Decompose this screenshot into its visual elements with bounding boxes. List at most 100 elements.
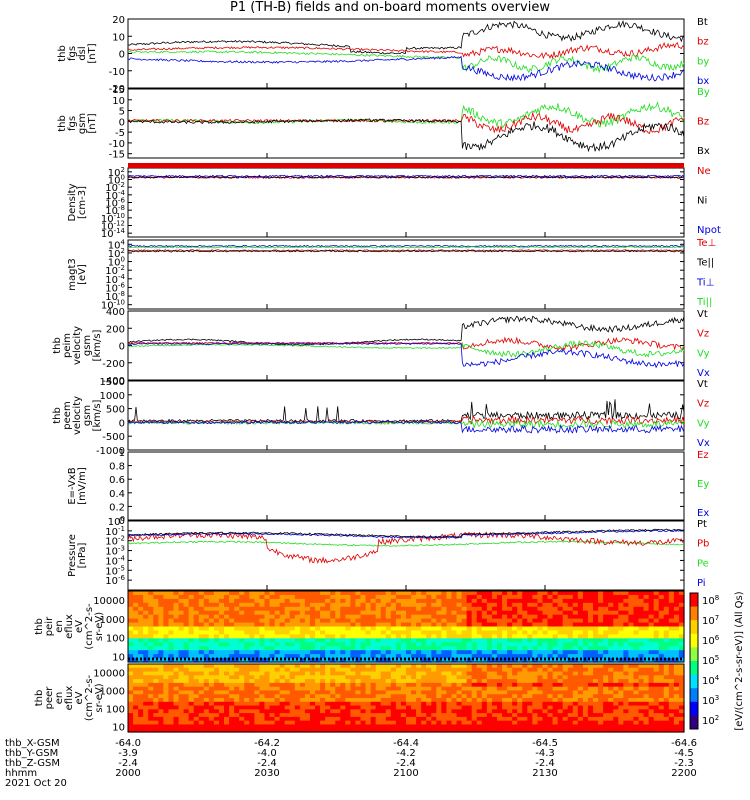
spectrogram-cell [441,675,448,680]
spectrogram-cell [183,701,190,707]
series-line [127,531,685,564]
legend-entry: bx [697,76,709,87]
spectrogram-cell [133,728,139,733]
spectrogram-cell [471,690,478,695]
spectrogram-cell [532,594,539,600]
spectrogram-cell [502,610,508,616]
spectrogram-cell [537,724,544,729]
spectrogram-cell [446,614,453,620]
spectrogram-cell [274,686,281,692]
spectrogram-cell [163,682,170,688]
spectrogram-cell [259,630,266,635]
spectrogram-cell [224,594,230,600]
spectrogram-cell [249,598,255,604]
spectrogram-cell [193,654,200,659]
spectrogram-cell [138,690,144,695]
spectrogram-cell [299,614,306,620]
spectrogram-cell [218,713,225,718]
spectrogram-cell [208,686,215,692]
spectrogram-cell [168,724,175,729]
spectrogram-cell [431,598,437,604]
spectrogram-cell [678,698,685,703]
spectrogram-cell [133,682,139,688]
spectrogram-cell [613,598,619,604]
spectrogram-cell [421,634,427,639]
spectrogram-cell [375,713,382,718]
spectrogram-cell [213,701,220,707]
spectrogram-cell [400,626,407,632]
spectrogram-cell [173,720,180,726]
spectrogram-cell [133,638,139,643]
spectrogram-cell [496,664,503,669]
spectrogram-cell [613,679,619,684]
spectrogram-cell [557,606,564,612]
spectrogram-cell [618,694,624,699]
x-tick-label: -2.4 [257,758,277,769]
spectrogram-cell [340,638,346,643]
spectrogram-cell [213,606,220,612]
spectrogram-cell [158,646,164,651]
spectrogram-cell [395,679,402,684]
spectrogram-cell [517,626,523,632]
spectrogram-cell [527,724,533,729]
spectrogram-cell [537,705,544,710]
spectrogram-cell [315,679,321,684]
spectrogram-cell [613,602,619,608]
spectrogram-cell [481,610,488,616]
spectrogram-cell [385,614,392,620]
tick-label: 10-6 [105,574,125,587]
spectrogram-cell [279,650,286,655]
spectrogram-cell [143,638,149,643]
spectrogram-cell [234,679,240,684]
spectrogram-cell [365,686,372,692]
spectrogram-cell [198,720,205,726]
spectrogram-cell [269,642,276,647]
spectrogram-cell [496,650,503,655]
spectrogram-cell [315,728,321,733]
spectrogram-cell [421,667,427,673]
spectrogram-cell [315,686,321,692]
spectrogram-cell [133,602,139,608]
spectrogram-cell [673,720,680,726]
spectrogram-cell [244,705,250,710]
spectrogram-cell [678,667,685,673]
spectrogram-cell [360,610,367,616]
spectrogram-cell [446,654,453,659]
spectrogram-cell [466,618,473,624]
spectrogram-cell [436,682,442,688]
spectrogram-cell [385,642,392,647]
spectrogram-cell [163,701,170,707]
spectrogram-cell [355,694,362,699]
spectrogram-cell [431,626,437,632]
spectrogram-cell [486,594,493,600]
spectrogram-cell [163,705,170,710]
spectrogram-cell [648,667,655,673]
spectrogram-cell [229,664,235,669]
spectrogram-cell [173,679,180,684]
spectrogram-cell [244,630,250,635]
spectrogram-cell [360,713,367,718]
spectrogram-cell [269,654,276,659]
spectrogram-cell [441,682,448,688]
spectrogram-cell [572,724,579,729]
spectrogram-cell [183,686,190,692]
spectrogram-cell [400,602,407,608]
spectrogram-cell [431,679,437,684]
spectrogram-cell [163,690,170,695]
spectrogram-cell [183,728,190,733]
spectrogram-cell [239,642,245,647]
spectrogram-cell [284,720,291,726]
spectrogram-cell [254,698,261,703]
spectrogram-cell [638,724,645,729]
spectrogram-cell [537,634,544,639]
spectrogram-cell [375,638,382,643]
spectrogram-cell [557,698,564,703]
spectrogram-cell [623,638,629,643]
spectrogram-cell [244,720,250,726]
spectrogram-cell [542,728,549,733]
spectrogram-cell [471,610,478,616]
spectrogram-cell [436,602,442,608]
spectrogram-cell [486,646,493,651]
spectrogram-cell [345,679,351,684]
spectrogram-cell [577,690,584,695]
